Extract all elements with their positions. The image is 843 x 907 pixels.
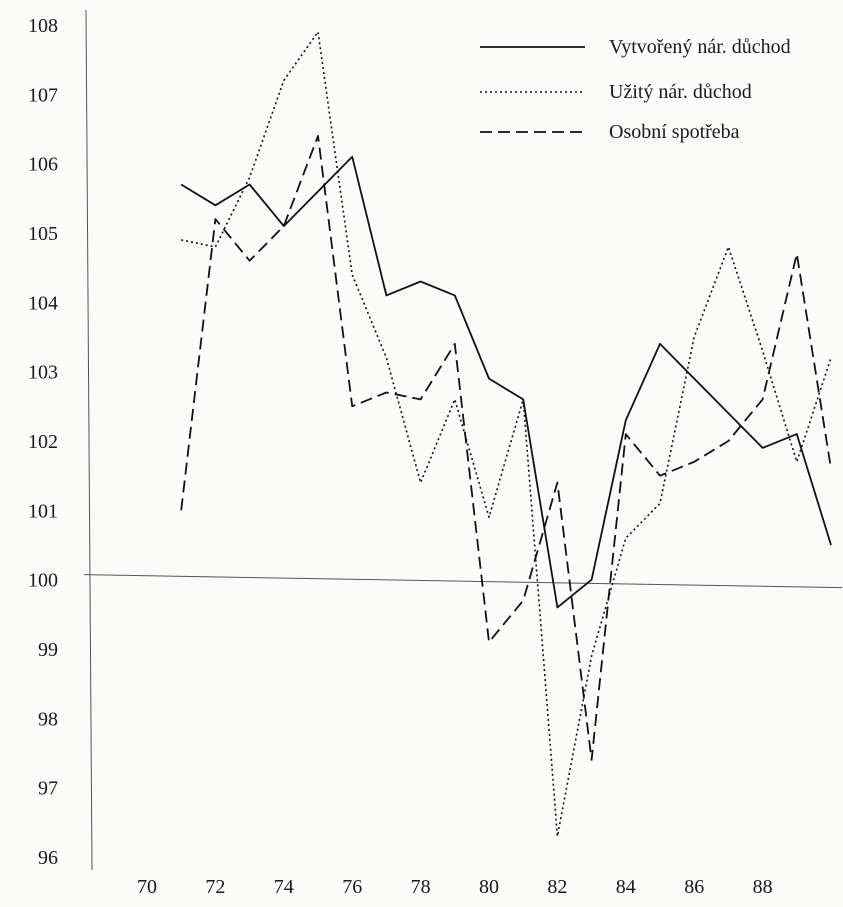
x-tick-label: 82 <box>547 876 567 898</box>
y-tick-label: 99 <box>38 639 58 661</box>
series-line-1 <box>180 155 832 609</box>
series-3-point <box>522 599 524 601</box>
series-line-2 <box>181 31 832 837</box>
series-3-point <box>796 253 798 255</box>
series-2-point <box>625 537 627 539</box>
series-3-point <box>830 468 832 470</box>
y-tick-label: 107 <box>28 84 58 106</box>
legend-label: Osobní spotřeba <box>609 121 740 143</box>
series-lines <box>180 31 832 837</box>
series-line-3 <box>180 135 832 761</box>
y-tick-label: 108 <box>28 15 58 37</box>
y-tick-label: 97 <box>38 778 58 800</box>
x-tick-label: 88 <box>753 876 773 898</box>
x-tick-label: 78 <box>411 876 431 898</box>
legend-label: Užitý nár. důchod <box>609 81 752 103</box>
series-2-point <box>727 246 729 248</box>
y-tick-label: 103 <box>28 362 58 384</box>
y-tick-label: 105 <box>28 223 58 245</box>
y-axis-tick-labels: 96 97 98 99 100 101 102 103 104 105 106 107 108 <box>28 15 58 869</box>
legend: Vytvořený nár. důchod Užitý nár. důchod Os… <box>480 36 791 143</box>
y-tick-label: 101 <box>28 500 58 522</box>
y-tick-label: 106 <box>28 154 58 176</box>
x-tick-label: 76 <box>342 876 362 898</box>
x-tick-label: 74 <box>274 876 294 898</box>
y-tick-label: 100 <box>28 570 58 592</box>
axes <box>83 9 843 871</box>
series-2-point <box>830 357 832 359</box>
x-tick-label: 70 <box>137 876 157 898</box>
y-axis-line <box>85 9 93 871</box>
x-tick-label: 80 <box>479 876 499 898</box>
series-2-point <box>761 350 763 352</box>
x-tick-label: 86 <box>684 876 704 898</box>
x-tick-label: 72 <box>205 876 225 898</box>
y-tick-label: 96 <box>38 847 58 869</box>
y-tick-label: 104 <box>28 292 58 314</box>
x-axis-tick-labels: 70 72 74 76 78 80 82 84 86 88 <box>137 876 773 898</box>
y-tick-label: 98 <box>38 708 58 730</box>
legend-label: Vytvořený nár. důchod <box>609 36 791 58</box>
y-tick-label: 102 <box>28 431 58 453</box>
reference-line-100 <box>83 574 843 589</box>
x-tick-label: 84 <box>616 876 636 898</box>
series-3-point <box>488 641 490 643</box>
